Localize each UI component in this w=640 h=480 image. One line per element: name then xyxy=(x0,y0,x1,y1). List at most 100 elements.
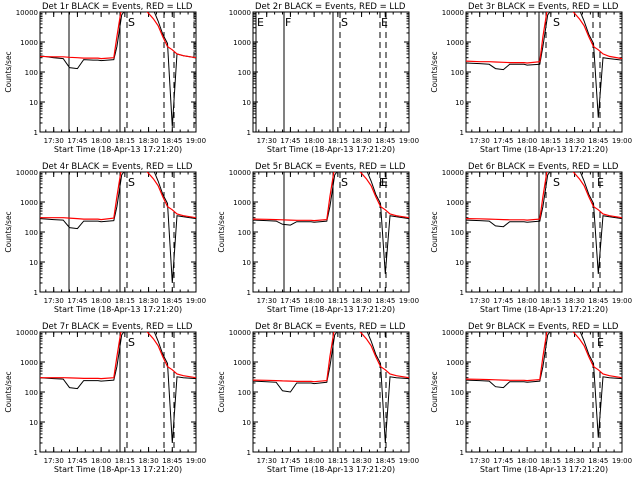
y-tick-label: 1 xyxy=(34,129,38,137)
series-events-line xyxy=(40,172,196,284)
x-tick-label: 18:00 xyxy=(91,297,111,305)
y-tick-label: 100 xyxy=(25,69,38,77)
annotation-label: S xyxy=(553,16,560,29)
x-tick-label: 18:15 xyxy=(115,297,135,305)
annotation-label: E xyxy=(381,176,388,189)
x-tick-label: 19:00 xyxy=(186,137,206,145)
x-tick-label: 18:00 xyxy=(91,137,111,145)
x-tick-label: 17:45 xyxy=(67,137,87,145)
panel-7: Det 7r BLACK = Events, RED = LLD 1 10 100 10… xyxy=(4,322,206,474)
x-axis-label: Start Time (18-Apr-13 17:21:20) xyxy=(54,305,182,314)
annotation-label: S xyxy=(128,336,135,349)
panel-title: Det 1r BLACK = Events, RED = LLD xyxy=(42,2,193,12)
panel-9: Det 9r BLACK = Events, RED = LLD 1 10 100 10… xyxy=(430,322,632,474)
x-tick-label: 18:15 xyxy=(115,457,135,465)
y-axis-label: Counts/sec xyxy=(430,371,439,412)
x-tick-label: 18:45 xyxy=(588,297,608,305)
x-tick-label: 18:30 xyxy=(351,457,371,465)
x-tick-label: 18:30 xyxy=(138,457,158,465)
x-tick-label: 17:45 xyxy=(280,137,300,145)
y-tick-label: 10 xyxy=(242,99,251,107)
annotation-label: S xyxy=(128,176,135,189)
x-axis-label: Start Time (18-Apr-13 17:21:20) xyxy=(480,145,608,154)
x-tick-label: 17:45 xyxy=(280,297,300,305)
x-axis-label: Start Time (18-Apr-13 17:21:20) xyxy=(480,305,608,314)
x-tick-label: 18:30 xyxy=(138,297,158,305)
x-tick-label: 17:45 xyxy=(493,137,513,145)
y-axis-label: Counts/sec xyxy=(430,211,439,252)
x-tick-label: 18:15 xyxy=(541,457,561,465)
panel-title: Det 2r BLACK = Events, RED = LLD xyxy=(255,2,406,12)
y-tick-label: 10 xyxy=(455,419,464,427)
y-tick-label: 10 xyxy=(29,259,38,267)
x-tick-label: 18:15 xyxy=(115,137,135,145)
y-axis-label: Counts/sec xyxy=(4,371,13,412)
y-tick-label: 1000 xyxy=(446,39,464,47)
y-tick-label: 1000 xyxy=(446,359,464,367)
panel-title: Det 5r BLACK = Events, RED = LLD xyxy=(255,162,406,172)
series-events-line xyxy=(40,332,196,444)
y-tick-label: 1000 xyxy=(233,199,251,207)
annotation-label: E xyxy=(257,16,264,29)
y-tick-label: 1 xyxy=(247,449,251,457)
y-tick-label: 10000 xyxy=(16,329,38,337)
x-tick-label: 17:30 xyxy=(44,457,64,465)
y-tick-label: 100 xyxy=(451,229,464,237)
x-tick-label: 18:45 xyxy=(162,457,182,465)
y-tick-label: 100 xyxy=(451,69,464,77)
annotation-label: S xyxy=(553,176,560,189)
y-tick-label: 1 xyxy=(460,449,464,457)
x-tick-label: 18:45 xyxy=(375,457,395,465)
x-axis-label: Start Time (18-Apr-13 17:21:20) xyxy=(54,465,182,474)
series-events-line xyxy=(40,12,196,127)
x-tick-label: 18:15 xyxy=(328,137,348,145)
x-tick-label: 18:00 xyxy=(304,457,324,465)
x-tick-label: 17:30 xyxy=(44,137,64,145)
y-axis-label: Counts/sec xyxy=(4,211,13,252)
y-tick-label: 100 xyxy=(25,229,38,237)
x-tick-label: 18:45 xyxy=(588,457,608,465)
series-lld-line xyxy=(466,172,622,221)
x-tick-label: 19:00 xyxy=(612,297,632,305)
panel-2: Det 2r BLACK = Events, RED = LLD 1 10 100 10… xyxy=(229,2,419,154)
x-tick-label: 18:30 xyxy=(351,137,371,145)
x-tick-label: 17:45 xyxy=(493,297,513,305)
annotation-label: E xyxy=(597,176,604,189)
y-tick-label: 100 xyxy=(451,389,464,397)
y-tick-label: 10000 xyxy=(442,329,464,337)
annotation-label: E xyxy=(597,336,604,349)
series-lld-line xyxy=(253,332,409,383)
y-tick-label: 1 xyxy=(34,289,38,297)
y-tick-label: 10000 xyxy=(442,169,464,177)
series-events-line xyxy=(253,332,409,444)
series-lld-line xyxy=(40,172,196,221)
y-tick-label: 1 xyxy=(247,289,251,297)
y-tick-label: 10 xyxy=(29,99,38,107)
panel-6: Det 6r BLACK = Events, RED = LLD 1 10 100 10… xyxy=(430,162,632,314)
x-tick-label: 18:15 xyxy=(541,297,561,305)
panel-1: Det 1r BLACK = Events, RED = LLD 1 10 100 10… xyxy=(4,2,206,154)
panel-8: Det 8r BLACK = Events, RED = LLD 1 10 100 10… xyxy=(217,322,419,474)
series-lld-line xyxy=(253,172,409,222)
y-tick-label: 10 xyxy=(242,419,251,427)
y-tick-label: 10 xyxy=(29,419,38,427)
y-tick-label: 1 xyxy=(247,129,251,137)
x-tick-label: 17:30 xyxy=(257,297,277,305)
y-tick-label: 10000 xyxy=(229,169,251,177)
x-tick-label: 18:30 xyxy=(138,137,158,145)
panel-title: Det 8r BLACK = Events, RED = LLD xyxy=(255,322,406,332)
annotation-label: S xyxy=(128,16,135,29)
series-events-line xyxy=(466,172,622,274)
x-tick-label: 18:15 xyxy=(328,297,348,305)
panel-title: Det 7r BLACK = Events, RED = LLD xyxy=(42,322,193,332)
y-tick-label: 1 xyxy=(460,289,464,297)
panel-3: Det 3r BLACK = Events, RED = LLD 1 10 100 10… xyxy=(430,2,632,154)
x-tick-label: 17:30 xyxy=(470,297,490,305)
x-tick-label: 19:00 xyxy=(399,457,419,465)
y-tick-label: 100 xyxy=(238,389,251,397)
x-tick-label: 19:00 xyxy=(612,137,632,145)
y-tick-label: 10000 xyxy=(16,169,38,177)
x-tick-label: 19:00 xyxy=(399,137,419,145)
x-tick-label: 19:00 xyxy=(186,457,206,465)
x-tick-label: 18:30 xyxy=(351,297,371,305)
